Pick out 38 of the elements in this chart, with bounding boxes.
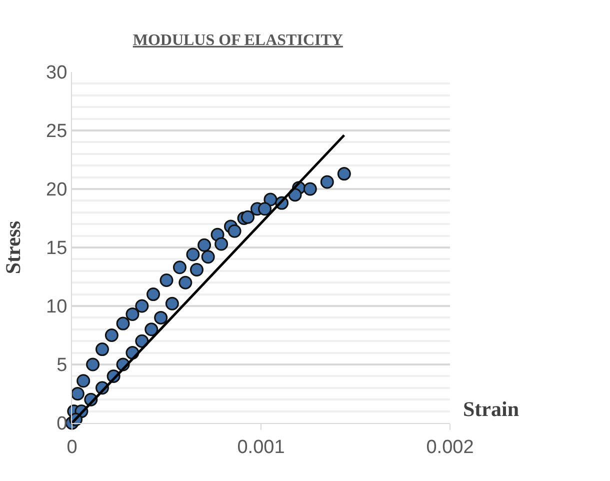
point: [160, 274, 174, 288]
y-tick-label: 0: [56, 414, 68, 435]
y-tick-label: 15: [46, 238, 68, 260]
point: [337, 167, 351, 181]
x-tick-label: 0.002: [426, 436, 474, 458]
point: [86, 358, 100, 372]
point: [116, 316, 130, 330]
point: [95, 342, 109, 356]
point: [135, 299, 149, 313]
point: [201, 250, 215, 264]
point: [228, 224, 242, 238]
point: [303, 182, 317, 196]
y-tick-label: 30: [46, 62, 68, 84]
point: [144, 322, 158, 336]
point: [165, 296, 179, 310]
x-axis-title: Strain: [463, 397, 520, 421]
point: [241, 210, 255, 224]
point: [172, 260, 186, 274]
y-axis-title: Stress: [1, 220, 26, 274]
point: [104, 328, 118, 342]
y-tick-label: 25: [46, 121, 68, 142]
point: [320, 175, 334, 189]
y-tick-label: 20: [46, 180, 68, 201]
point: [76, 374, 90, 388]
point: [214, 237, 228, 251]
y-tick-label: 10: [46, 296, 68, 318]
point: [126, 307, 140, 321]
point: [146, 288, 160, 302]
chart-title: MODULUS OF ELASTICITY: [132, 32, 344, 49]
point: [186, 248, 200, 262]
point: [178, 276, 192, 290]
point: [70, 387, 84, 400]
point: [198, 238, 212, 252]
x-tick-label: 0.001: [237, 436, 285, 458]
y-tick-label: 5: [56, 355, 68, 376]
point: [190, 262, 204, 276]
point: [258, 202, 272, 216]
point: [154, 310, 168, 324]
